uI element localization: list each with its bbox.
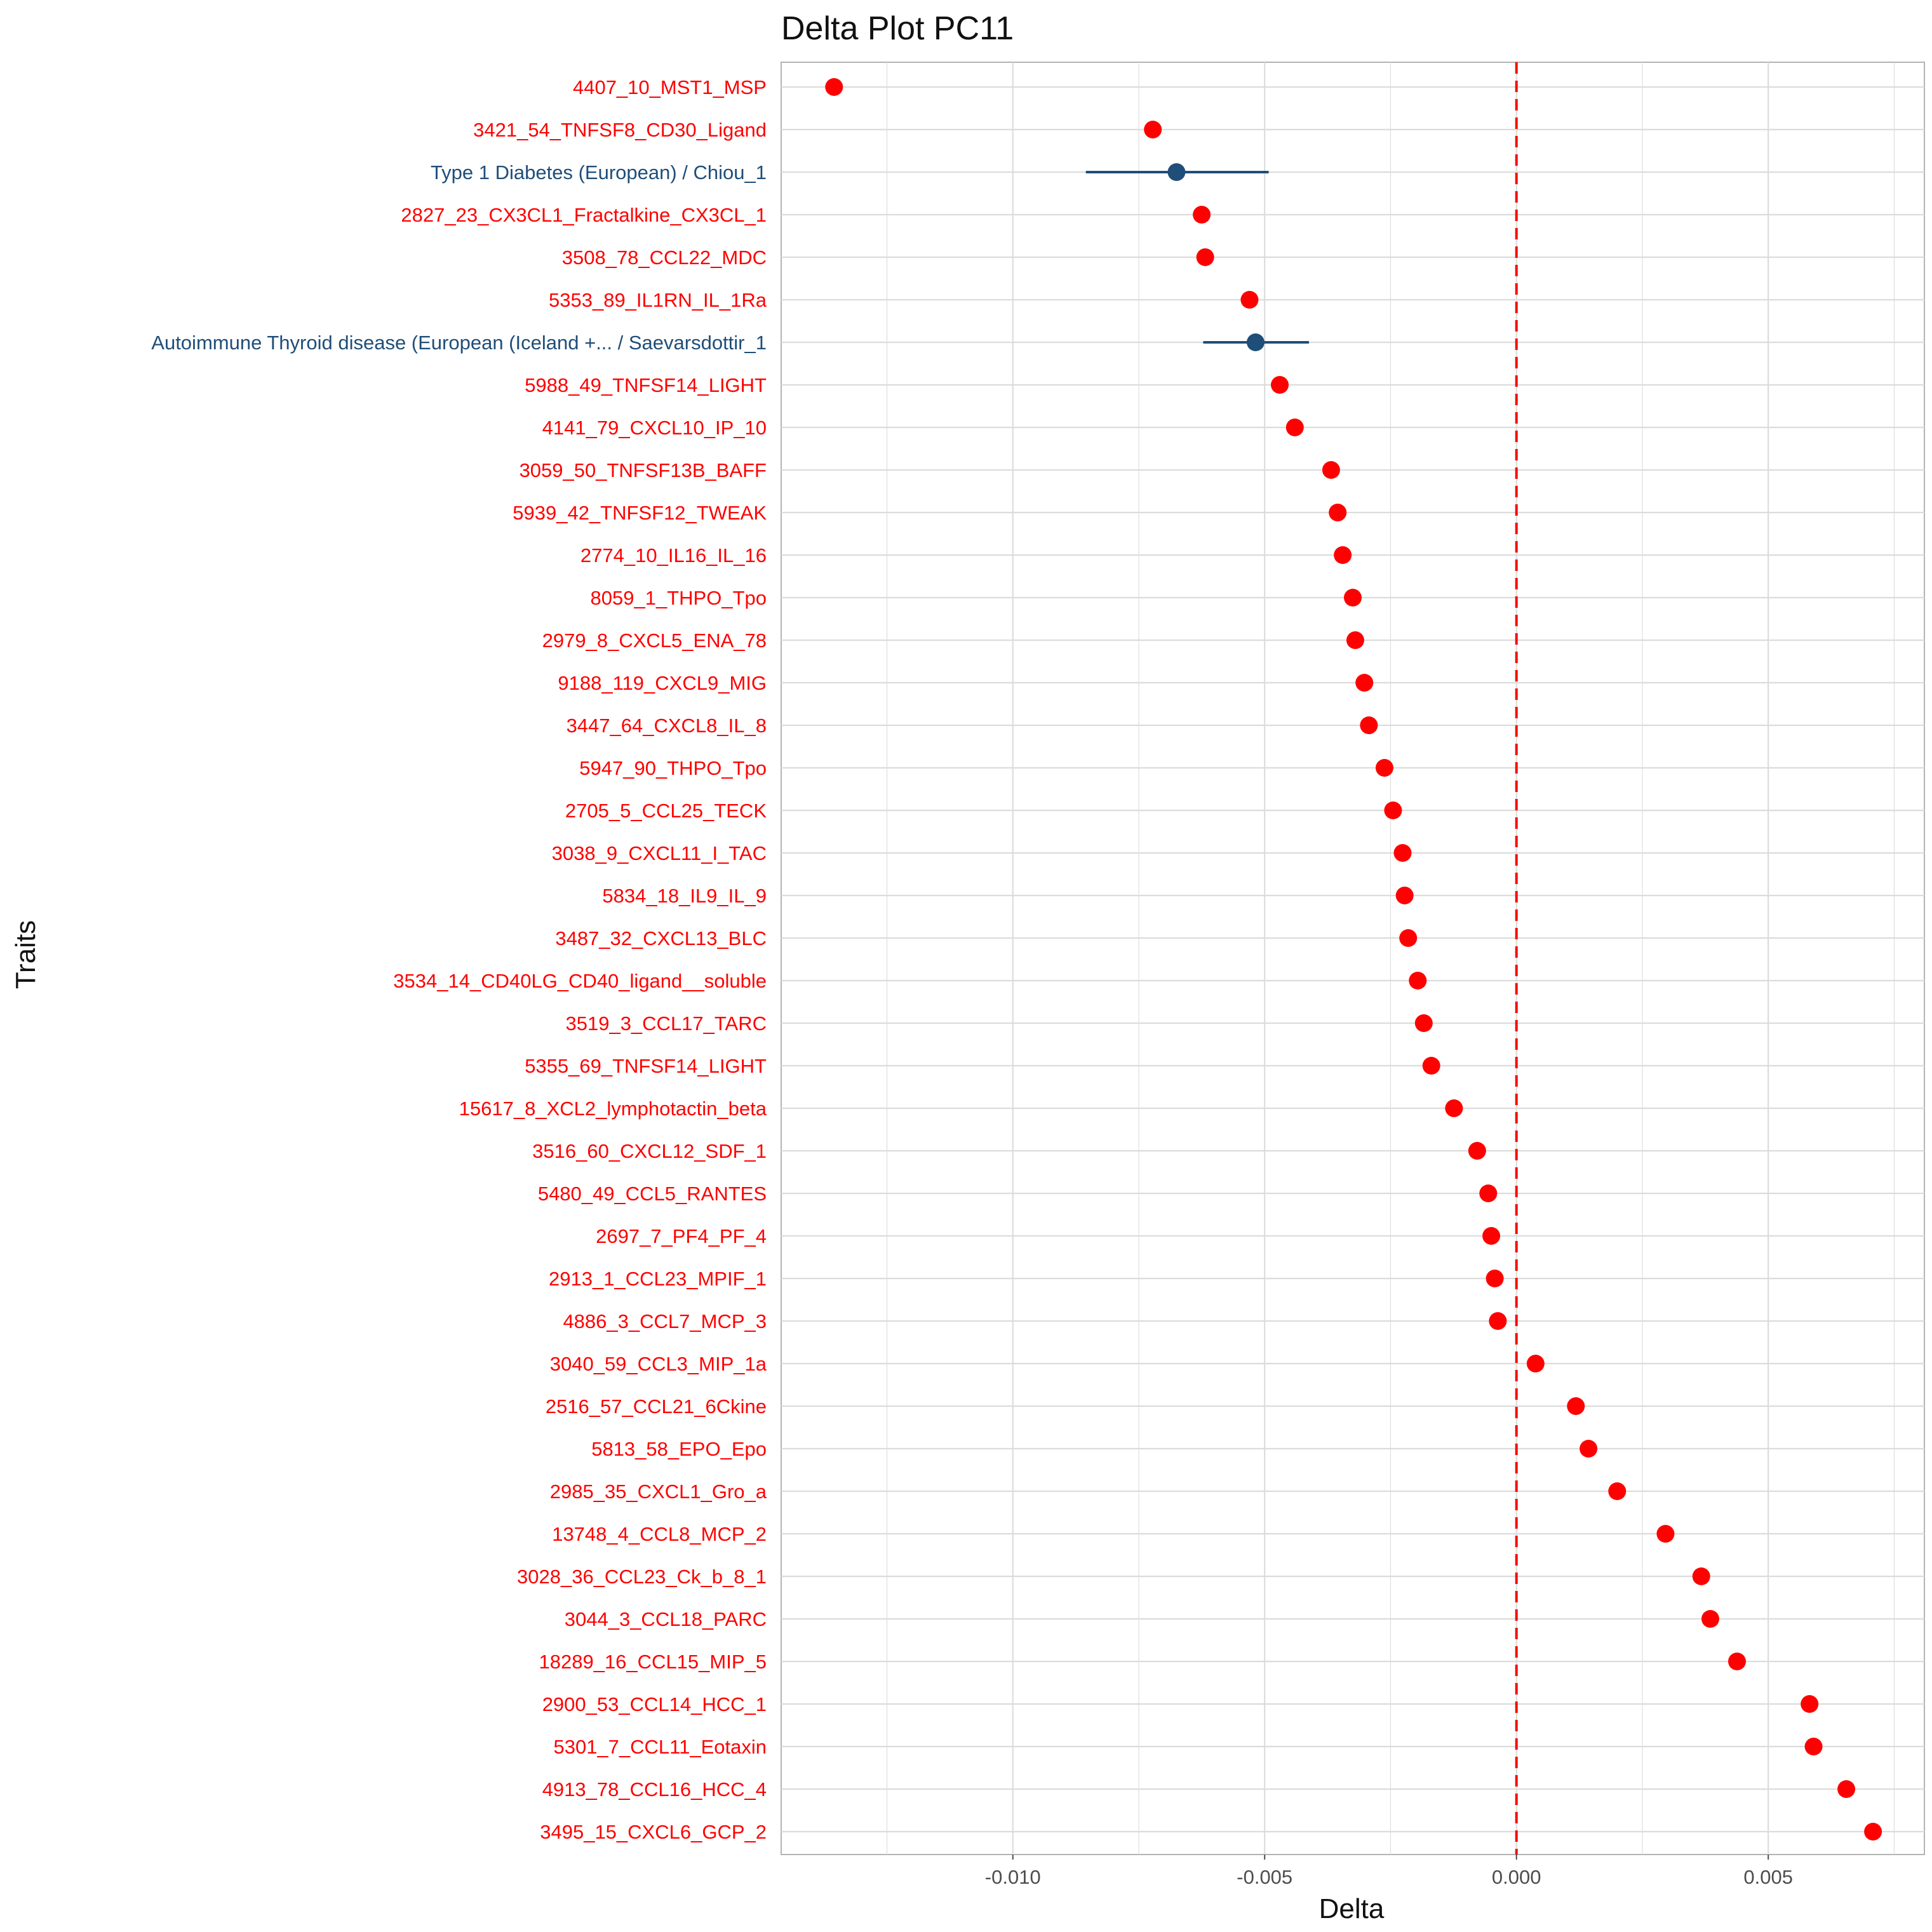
y-tick-label: 2827_23_CX3CL1_Fractalkine_CX3CL_1 <box>401 204 767 226</box>
data-point <box>1445 1099 1463 1117</box>
y-tick-label: 3028_36_CCL23_Ck_b_8_1 <box>517 1566 767 1588</box>
y-tick-label: 2774_10_IL16_IL_16 <box>580 544 767 567</box>
y-tick-label: 4913_78_CCL16_HCC_4 <box>542 1778 767 1801</box>
y-tick-label: 5834_18_IL9_IL_9 <box>602 885 767 907</box>
x-tick-label: 0.005 <box>1743 1866 1793 1888</box>
data-point <box>1344 589 1362 607</box>
data-point <box>1580 1440 1598 1458</box>
plot-panel <box>781 62 1925 1855</box>
grid-lines <box>781 62 1924 1855</box>
data-point <box>1409 972 1427 989</box>
y-tick-label: 2697_7_PF4_PF_4 <box>596 1225 767 1247</box>
y-tick-label: 18289_16_CCL15_MIP_5 <box>539 1651 767 1673</box>
data-point <box>1399 929 1418 947</box>
data-point <box>1608 1482 1627 1500</box>
data-point <box>1329 504 1347 521</box>
y-tick-label: 13748_4_CCL8_MCP_2 <box>552 1523 767 1545</box>
data-point <box>1422 1057 1440 1075</box>
data-point <box>1801 1695 1819 1713</box>
data-point <box>1486 1270 1504 1287</box>
data-point <box>1692 1567 1710 1585</box>
data-point <box>1346 631 1364 649</box>
y-tick-label: 5355_69_TNFSF14_LIGHT <box>525 1055 767 1077</box>
data-point <box>1701 1610 1719 1628</box>
x-tick-label: 0.000 <box>1492 1866 1541 1888</box>
y-tick-label: 3519_3_CCL17_TARC <box>565 1012 767 1035</box>
data-point <box>1656 1525 1675 1543</box>
y-tick-label: 2979_8_CXCL5_ENA_78 <box>542 629 767 652</box>
y-tick-label: 4141_79_CXCL10_IP_10 <box>542 417 767 439</box>
y-tick-label: Type 1 Diabetes (European) / Chiou_1 <box>431 161 767 184</box>
data-point <box>1355 674 1374 692</box>
data-point <box>1395 887 1414 904</box>
data-point <box>1414 1014 1433 1032</box>
data-point <box>1864 1823 1882 1841</box>
data-point <box>1193 206 1211 224</box>
y-tick-label: 2985_35_CXCL1_Gro_a <box>550 1480 767 1503</box>
data-point <box>1334 546 1352 564</box>
y-axis-title: Traits <box>10 920 41 989</box>
data-point <box>1482 1227 1501 1245</box>
y-tick-label: 5939_42_TNFSF12_TWEAK <box>513 502 767 524</box>
y-tick-label: 4407_10_MST1_MSP <box>573 76 767 98</box>
y-tick-label: 5813_58_EPO_Epo <box>591 1438 767 1460</box>
y-tick-label: 5988_49_TNFSF14_LIGHT <box>525 374 767 396</box>
data-point <box>1468 1142 1486 1160</box>
data-point <box>1837 1780 1856 1798</box>
data-point <box>1384 802 1402 819</box>
y-tick-label: 5301_7_CCL11_Eotaxin <box>553 1736 767 1758</box>
data-point <box>1728 1653 1747 1670</box>
y-tick-label: 8059_1_THPO_Tpo <box>591 587 767 609</box>
x-tick-labels: -0.010 -0.005 0.000 0.005 <box>985 1855 1793 1888</box>
y-tick-label: 3447_64_CXCL8_IL_8 <box>567 714 767 737</box>
data-point <box>1240 291 1259 309</box>
y-tick-labels: 4407_10_MST1_MSP 3421_54_TNFSF8_CD30_Liga… <box>151 76 767 1843</box>
data-point <box>1167 163 1186 181</box>
data-point <box>1285 419 1304 436</box>
y-tick-label: 5947_90_THPO_Tpo <box>579 757 767 779</box>
x-tick-label: -0.005 <box>1237 1866 1292 1888</box>
data-point <box>1360 716 1378 734</box>
data-point <box>1567 1397 1585 1415</box>
chart-title: Delta Plot PC11 <box>781 10 1014 47</box>
data-points <box>825 78 1882 1841</box>
data-point <box>1489 1312 1507 1330</box>
x-axis-title: Delta <box>1319 1893 1385 1924</box>
y-tick-label: 3038_9_CXCL11_I_TAC <box>552 842 767 864</box>
data-point <box>825 78 843 96</box>
y-tick-label: 3495_15_CXCL6_GCP_2 <box>540 1821 767 1843</box>
y-tick-label: 2900_53_CCL14_HCC_1 <box>542 1693 767 1715</box>
data-point <box>1196 248 1214 266</box>
data-point <box>1479 1184 1498 1202</box>
data-point <box>1246 333 1265 351</box>
y-tick-label: 3040_59_CCL3_MIP_1a <box>550 1353 767 1375</box>
data-point <box>1322 461 1340 479</box>
y-tick-label: 2913_1_CCL23_MPIF_1 <box>549 1268 767 1290</box>
y-tick-label: 3534_14_CD40LG_CD40_ligand__soluble <box>393 970 767 992</box>
data-point <box>1804 1738 1823 1755</box>
x-tick-label: -0.010 <box>985 1866 1041 1888</box>
data-point <box>1375 759 1393 777</box>
data-point <box>1144 121 1162 138</box>
y-tick-label: 2705_5_CCL25_TECK <box>565 800 767 822</box>
y-tick-label: 9188_119_CXCL9_MIG <box>558 672 767 694</box>
y-tick-label: Autoimmune Thyroid disease (European (Ic… <box>151 332 767 354</box>
y-tick-label: 3487_32_CXCL13_BLC <box>555 927 767 949</box>
y-tick-label: 3516_60_CXCL12_SDF_1 <box>532 1140 767 1162</box>
y-tick-label: 2516_57_CCL21_6Ckine <box>546 1395 767 1418</box>
data-point <box>1271 376 1289 394</box>
y-tick-label: 5480_49_CCL5_RANTES <box>538 1183 767 1205</box>
panel-border <box>781 62 1925 1855</box>
data-point <box>1526 1355 1545 1372</box>
y-tick-label: 3421_54_TNFSF8_CD30_Ligand <box>473 119 767 141</box>
y-tick-label: 3059_50_TNFSF13B_BAFF <box>520 459 767 481</box>
y-tick-label: 3044_3_CCL18_PARC <box>565 1608 767 1630</box>
y-tick-label: 4886_3_CCL7_MCP_3 <box>563 1310 767 1332</box>
data-point <box>1393 844 1412 862</box>
y-tick-label: 3508_78_CCL22_MDC <box>562 246 767 269</box>
y-tick-label: 5353_89_IL1RN_IL_1Ra <box>549 289 767 311</box>
y-tick-label: 15617_8_XCL2_lymphotactin_beta <box>459 1097 767 1120</box>
